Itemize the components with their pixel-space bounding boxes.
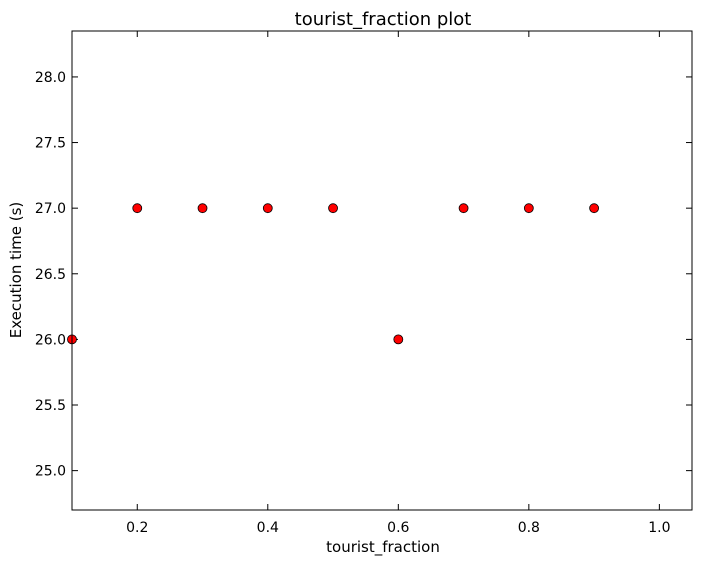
data-point <box>197 203 208 214</box>
data-point <box>328 203 338 214</box>
x-tick-label: 0.4 <box>257 520 279 536</box>
data-point <box>393 334 404 345</box>
x-tick-label: 0.8 <box>518 520 540 536</box>
plot-area: 0.2 0.4 0.6 0.8 1.0 25.0 25.5 26.0 26.5 27.0 27.5 2… <box>35 30 693 536</box>
y-axis-label: Execution time (s) <box>7 202 25 339</box>
chart-title: tourist_fraction plot <box>295 9 472 30</box>
y-tick-label: 26.0 <box>35 332 66 348</box>
plot-frame <box>71 30 693 511</box>
data-point <box>589 203 600 214</box>
data-point <box>262 203 273 214</box>
x-tick-label: 0.6 <box>387 520 409 536</box>
x-axis-label: tourist_fraction <box>326 538 440 557</box>
y-tick-label: 27.0 <box>35 201 66 217</box>
y-tick-label: 26.5 <box>35 267 66 283</box>
data-point <box>458 203 469 214</box>
data-point <box>132 203 143 214</box>
y-tick-label: 28.0 <box>35 70 66 86</box>
y-tick-label: 25.0 <box>35 464 66 480</box>
data-point <box>523 203 534 214</box>
x-tick-label: 0.2 <box>126 520 148 536</box>
y-tick-label: 27.5 <box>35 136 66 152</box>
y-tick-label: 25.5 <box>35 398 66 414</box>
x-tick-label: 1.0 <box>648 520 670 536</box>
